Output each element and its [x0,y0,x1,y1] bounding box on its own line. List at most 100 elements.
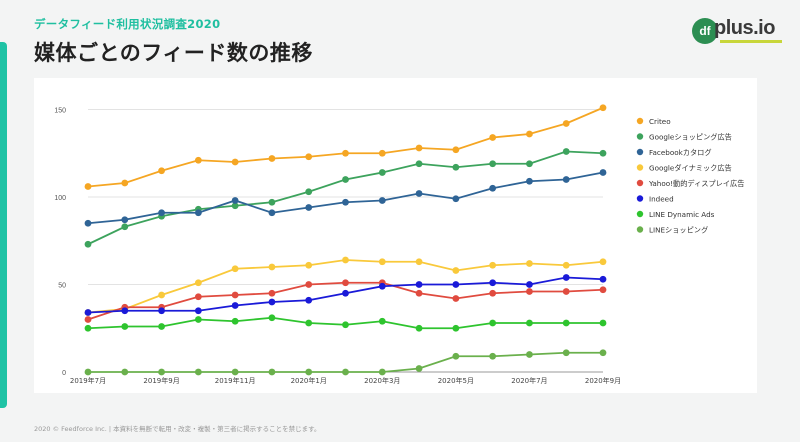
legend-marker [636,179,644,187]
data-point [562,148,570,155]
data-point [158,291,165,299]
y-tick-label: 100 [54,195,66,202]
legend-label: Facebookカタログ [649,148,712,157]
data-point [489,184,497,192]
data-point [599,349,607,357]
data-point [415,281,423,288]
data-point [526,130,533,138]
data-point [84,219,92,227]
data-point [415,365,423,372]
data-point [194,293,202,301]
data-point [84,183,92,190]
data-point [84,309,92,316]
data-point [415,160,423,168]
data-point [378,258,386,266]
data-point [342,256,349,264]
legend-marker [636,117,644,125]
data-point [415,324,423,332]
y-tick-label: 0 [62,370,66,377]
data-point [599,286,607,294]
data-point [305,281,313,288]
logo-underline [720,40,782,43]
data-point [526,281,533,288]
legend-marker [636,210,644,218]
data-point [415,144,423,152]
data-point [305,188,313,196]
x-tick-label: 2019年7月 [70,376,106,385]
data-point [268,263,276,271]
x-tick-label: 2019年11月 [215,376,256,385]
data-point [378,149,386,157]
data-point [415,289,423,297]
data-point [562,120,570,127]
chart-card: 0 50 100 150 2019年7月 2019年9月 2019年11月 2020年1月 20… [34,78,757,393]
data-point [194,316,202,323]
data-point [452,146,460,154]
data-point [378,197,386,204]
x-tick-label: 2020年9月 [585,376,621,385]
legend-label: LINE Dynamic Ads [649,210,715,219]
data-point [342,289,349,297]
x-tick-label: 2020年1月 [291,376,327,385]
left-accent-bar [0,42,7,408]
data-point [378,169,386,176]
data-point [489,261,497,269]
data-point [158,368,165,376]
data-point [562,176,570,183]
data-point [489,319,497,327]
legend-label: LINEショッピング [649,226,708,235]
data-point [489,279,497,287]
legend-marker [636,164,644,171]
data-point [378,282,386,290]
data-point [526,319,533,327]
data-point [84,368,92,376]
data-point [194,279,202,287]
data-point [268,314,276,322]
series-line-1 [87,150,604,246]
data-point [378,368,386,376]
logo-text: plus.io [714,17,775,39]
legend-marker [636,195,644,202]
legend-marker [636,226,644,233]
data-point [84,240,92,248]
data-point [268,209,276,217]
data-point [452,324,460,332]
data-point [489,160,497,168]
data-point [452,281,460,288]
data-point [158,307,165,315]
data-point [415,190,423,197]
data-point [452,267,460,274]
data-point [194,209,202,217]
legend-label: Yahoo!動的ディスプレイ広告 [648,179,744,188]
data-point [562,274,570,281]
data-point [526,351,533,358]
data-point [599,258,607,266]
data-point [599,169,607,176]
x-tick-label: 2020年3月 [364,376,400,385]
data-point [599,149,607,157]
data-point [342,368,349,376]
y-tick-label: 150 [54,108,66,115]
data-point [231,302,239,309]
data-point [489,289,497,297]
report-subtitle: データフィード利用状況調査2020 [34,17,221,31]
data-point [84,324,92,332]
series-line-3 [87,259,604,314]
data-point [268,289,276,297]
series-line-4 [87,281,604,321]
data-point [158,209,165,217]
data-point [378,317,386,325]
data-point [231,265,239,273]
data-point [342,176,349,183]
legend-label: Googleダイナミック広告 [649,164,732,173]
data-point [599,104,607,112]
data-point [121,216,129,224]
data-point [342,198,349,206]
data-point [489,352,497,360]
data-point [231,158,239,166]
data-point [452,295,460,302]
data-point [231,317,239,325]
data-point [121,323,129,330]
data-point [599,275,607,283]
legend-label: Criteo [649,117,671,126]
